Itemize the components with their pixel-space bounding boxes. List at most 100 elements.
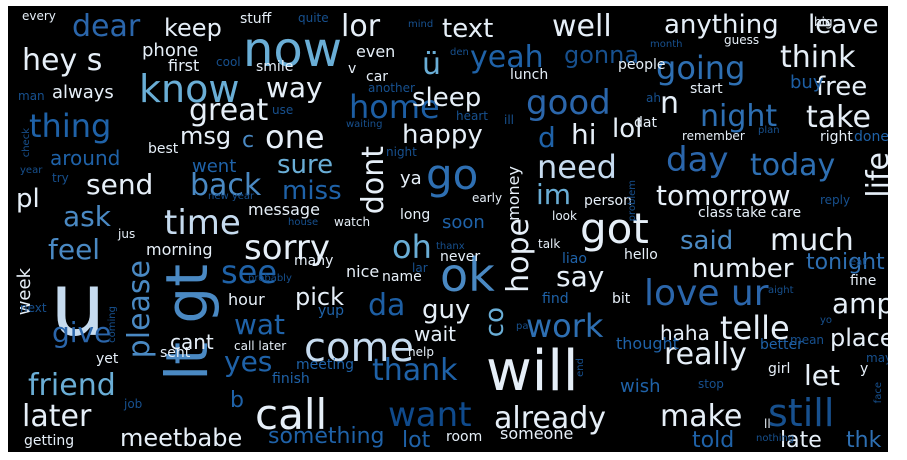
cloud-word: plan: [758, 125, 780, 136]
cloud-word: class: [698, 205, 733, 221]
cloud-word: co: [480, 307, 510, 338]
cloud-word: person: [584, 193, 632, 209]
cloud-word: want: [388, 395, 472, 435]
cloud-word: phone: [142, 40, 199, 61]
cloud-word: cant: [170, 330, 214, 354]
cloud-word: home: [349, 88, 440, 126]
cloud-word: gonna: [564, 41, 640, 69]
cloud-word: said: [680, 226, 734, 256]
cloud-word: today: [750, 148, 836, 183]
cloud-word: give: [52, 316, 112, 349]
cloud-word: watch: [334, 215, 371, 229]
cloud-word: waiting: [346, 119, 383, 130]
cloud-word: oh: [392, 228, 432, 266]
cloud-word: way: [266, 71, 323, 104]
cloud-word: getting: [24, 433, 75, 449]
cloud-word: pl: [16, 184, 40, 214]
cloud-word: name: [382, 269, 422, 285]
cloud-word: number: [692, 254, 794, 284]
cloud-word: new year: [208, 191, 255, 202]
cloud-word: morning: [146, 240, 213, 259]
cloud-word: message: [248, 200, 320, 219]
cloud-word: place: [830, 324, 888, 352]
cloud-word: best: [148, 141, 179, 157]
cloud-word: find: [542, 291, 569, 307]
cloud-word: n: [660, 86, 680, 121]
cloud-word: next: [20, 301, 47, 315]
cloud-word: im: [536, 178, 572, 211]
cloud-word: right: [820, 129, 853, 145]
cloud-word: yo: [820, 315, 833, 326]
cloud-word: great: [189, 93, 269, 128]
cloud-word: take: [806, 100, 871, 135]
cloud-word: ll: [764, 417, 771, 431]
cloud-word: late: [780, 428, 822, 452]
cloud-word: girl: [768, 361, 791, 377]
cloud-word: well: [552, 9, 612, 44]
cloud-word: back: [190, 168, 262, 203]
cloud-word: pick: [295, 283, 344, 311]
cloud-word: year: [20, 165, 43, 176]
cloud-word: night: [700, 99, 778, 134]
cloud-word: wish: [620, 376, 661, 397]
cloud-word: stuff: [240, 11, 272, 27]
cloud-word: meetbabe: [120, 424, 243, 452]
cloud-word: many: [294, 253, 334, 269]
cloud-word: nothing: [756, 433, 795, 444]
cloud-word: yeah: [470, 40, 544, 75]
cloud-word: say: [556, 260, 605, 293]
cloud-word: probably: [248, 273, 292, 284]
cloud-word: tomorrow: [656, 179, 791, 212]
cloud-word: talk: [538, 237, 561, 251]
cloud-word: going: [656, 49, 746, 87]
cloud-word: now: [243, 22, 343, 78]
cloud-word: still: [768, 391, 835, 435]
cloud-word: thanx: [436, 241, 465, 252]
cloud-word: house: [288, 217, 319, 228]
cloud-word: long: [400, 207, 431, 223]
cloud-word: meeting: [296, 357, 355, 373]
cloud-word: work: [526, 307, 604, 345]
cloud-word: make: [660, 399, 743, 434]
cloud-word: lol: [612, 114, 643, 144]
cloud-word: yup: [318, 303, 345, 319]
cloud-word: try: [52, 171, 69, 185]
cloud-word: reply: [820, 193, 851, 207]
cloud-word: better: [760, 337, 803, 353]
cloud-word: tonight: [806, 250, 885, 275]
cloud-word: love ur: [644, 273, 769, 314]
cloud-word: cool: [216, 55, 241, 69]
cloud-word: telle: [720, 309, 790, 347]
cloud-word: keep: [164, 14, 222, 42]
cloud-word: ü: [422, 47, 442, 82]
cloud-word: d: [538, 121, 556, 154]
cloud-word: heart: [456, 109, 488, 123]
cloud-word: use: [272, 103, 294, 117]
cloud-word: every: [22, 9, 56, 23]
cloud-word: hope: [501, 218, 536, 293]
cloud-word: told: [692, 428, 735, 452]
cloud-word: done: [854, 129, 888, 145]
cloud-word: jus: [118, 227, 136, 241]
cloud-word: help: [408, 345, 434, 359]
cloud-word: eat: [850, 257, 867, 268]
cloud-word: early: [472, 191, 503, 205]
cloud-word: think: [780, 40, 856, 75]
cloud-word: another: [368, 81, 415, 95]
cloud-word: know: [139, 67, 240, 111]
cloud-word: sent: [160, 345, 191, 361]
word-cloud-canvas: u will lt gt now ok got go call know come love ur s…: [8, 6, 888, 452]
cloud-word: lar: [412, 261, 428, 275]
cloud-word: stop: [698, 377, 724, 391]
cloud-word: finish: [272, 371, 310, 387]
cloud-word: sure: [277, 150, 334, 180]
cloud-word: one: [265, 118, 325, 156]
cloud-word: call later: [234, 339, 287, 353]
cloud-word: first: [168, 56, 200, 75]
cloud-word: ask: [63, 200, 111, 233]
cloud-word: wait: [414, 322, 457, 346]
cloud-word: something: [268, 424, 385, 449]
cloud-word: hi: [571, 118, 597, 151]
cloud-word: dear: [72, 9, 141, 44]
cloud-word: guy: [422, 295, 471, 325]
